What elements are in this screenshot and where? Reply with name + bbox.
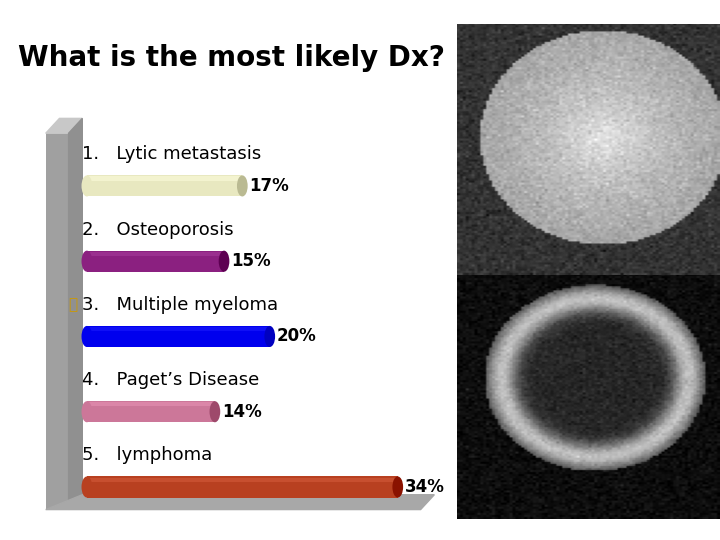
Text: 34%: 34% bbox=[405, 478, 444, 496]
Polygon shape bbox=[46, 495, 434, 510]
Bar bbox=[87, 251, 224, 272]
Text: 20%: 20% bbox=[276, 327, 316, 346]
Ellipse shape bbox=[392, 476, 403, 497]
Ellipse shape bbox=[81, 326, 92, 347]
Ellipse shape bbox=[219, 251, 230, 272]
Ellipse shape bbox=[81, 176, 92, 197]
Ellipse shape bbox=[81, 401, 92, 422]
Ellipse shape bbox=[237, 176, 248, 197]
Text: 1.   Lytic metastasis: 1. Lytic metastasis bbox=[82, 145, 261, 163]
Bar bbox=[87, 477, 397, 482]
Text: 15%: 15% bbox=[231, 252, 271, 270]
Text: 🙂: 🙂 bbox=[68, 298, 78, 312]
Bar bbox=[87, 401, 215, 422]
Polygon shape bbox=[68, 118, 82, 510]
Bar bbox=[87, 176, 243, 197]
Ellipse shape bbox=[264, 326, 275, 347]
Text: 17%: 17% bbox=[249, 177, 289, 195]
Bar bbox=[87, 476, 397, 497]
Text: What is the most likely Dx?: What is the most likely Dx? bbox=[18, 44, 445, 72]
Text: 4.   Paget’s Disease: 4. Paget’s Disease bbox=[82, 371, 259, 389]
Bar bbox=[87, 252, 224, 256]
Bar bbox=[87, 326, 270, 347]
FancyBboxPatch shape bbox=[46, 133, 68, 510]
Text: 14%: 14% bbox=[222, 403, 261, 421]
Ellipse shape bbox=[81, 476, 92, 497]
Text: 5.   lymphoma: 5. lymphoma bbox=[82, 447, 212, 464]
Ellipse shape bbox=[210, 401, 220, 422]
Ellipse shape bbox=[81, 251, 92, 272]
Text: 3.   Multiple myeloma: 3. Multiple myeloma bbox=[82, 296, 279, 314]
Bar bbox=[87, 402, 215, 407]
Text: 2.   Osteoporosis: 2. Osteoporosis bbox=[82, 220, 234, 239]
Polygon shape bbox=[46, 118, 82, 133]
Bar bbox=[87, 177, 243, 181]
Bar bbox=[87, 327, 270, 331]
